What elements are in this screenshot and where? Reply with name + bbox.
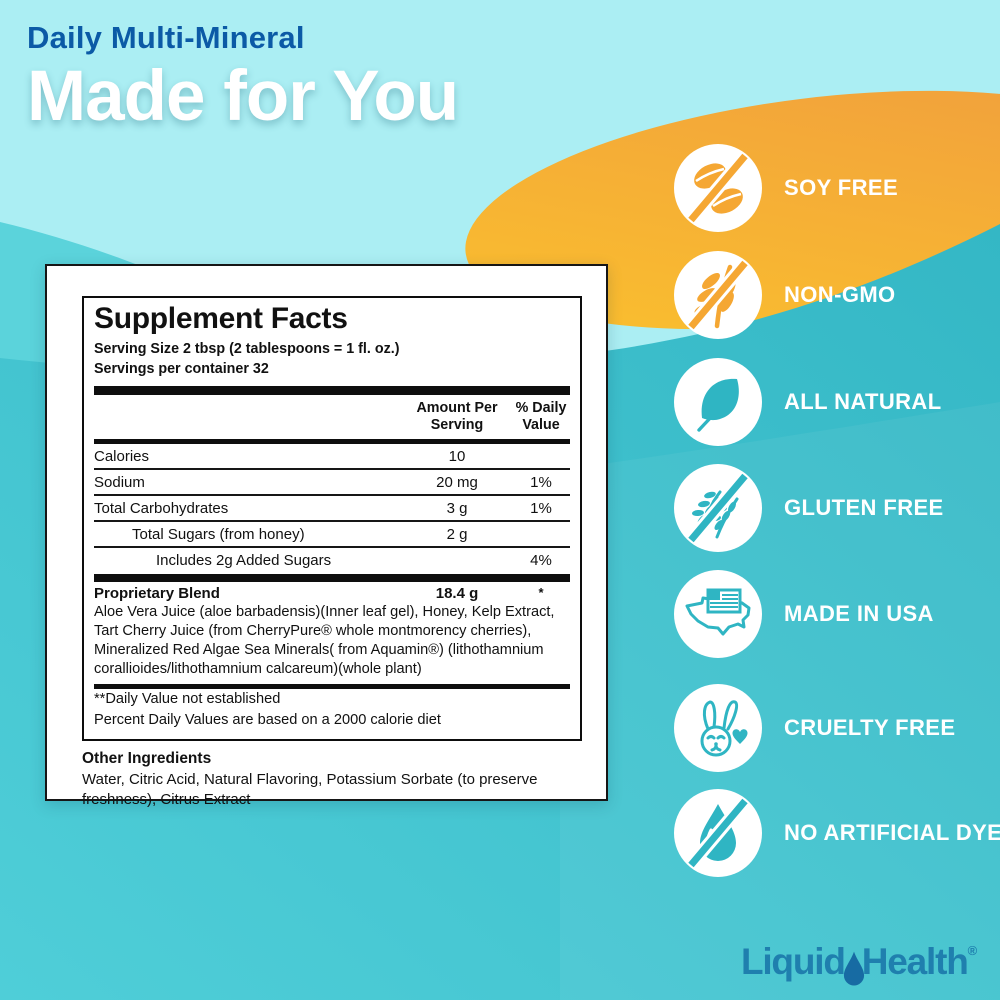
badge-label: ALL NATURAL bbox=[784, 389, 942, 414]
badge-soy-free: SOY FREE bbox=[674, 144, 898, 232]
divider-medium bbox=[94, 439, 570, 445]
nutrient-name: Total Sugars (from honey) bbox=[132, 526, 305, 544]
nutrient-amount: 20 mg bbox=[436, 474, 478, 492]
nutrient-name: Total Carbohydrates bbox=[94, 500, 229, 518]
nutrient-name: Includes 2g Added Sugars bbox=[156, 552, 332, 570]
nutrient-dv: 1% bbox=[530, 474, 552, 492]
nutrient-dv: 4% bbox=[530, 552, 552, 570]
table-row: Total Sugars (from honey) 2 g bbox=[94, 520, 570, 546]
badge-non-gmo: NON-GMO bbox=[674, 251, 896, 339]
teal-wave-highlight bbox=[560, 402, 1000, 1000]
servings-per-container: Servings per container 32 bbox=[94, 360, 269, 377]
soy-free-icon bbox=[674, 144, 762, 232]
usa-map-flag-icon bbox=[674, 570, 762, 658]
liquid-health-logo: Liquid Health ® bbox=[740, 941, 978, 988]
supplement-facts-card: Supplement Facts Serving Size 2 tbsp (2 … bbox=[45, 264, 608, 808]
logo-part1: Liquid bbox=[740, 941, 846, 982]
nutrient-amount: 2 g bbox=[446, 526, 468, 544]
table-row: Sodium 20 mg 1% bbox=[94, 468, 570, 494]
proprietary-blend-row: Proprietary Blend 18.4 g * bbox=[94, 582, 570, 602]
product-line: Daily Multi-Mineral bbox=[27, 20, 305, 55]
non-gmo-icon bbox=[674, 251, 762, 339]
nutrient-amount: 10 bbox=[448, 448, 466, 466]
water-drop-icon bbox=[843, 951, 864, 986]
nutrient-name: Calories bbox=[94, 448, 150, 466]
badge-label: CRUELTY FREE bbox=[784, 715, 956, 740]
badge-label: SOY FREE bbox=[784, 175, 899, 200]
blend-ingredients: Aloe Vera Juice (aloe barbadensis)(Inner… bbox=[94, 604, 555, 678]
serving-size: Serving Size 2 tbsp (2 tablespoons = 1 f… bbox=[94, 340, 400, 357]
registered-mark: ® bbox=[967, 943, 978, 958]
other-ingredients-title: Other Ingredients bbox=[82, 749, 212, 767]
badge-label: NO ARTIFICIAL DYES bbox=[784, 820, 1000, 845]
badge-all-natural: ALL NATURAL bbox=[674, 358, 942, 446]
supplement-facts-panel: Supplement Facts Serving Size 2 tbsp (2 … bbox=[82, 296, 582, 741]
divider-thick bbox=[94, 574, 570, 583]
nutrient-name: Sodium bbox=[94, 474, 145, 492]
badge-label: MADE IN USA bbox=[784, 601, 934, 626]
table-row: Total Carbohydrates 3 g 1% bbox=[94, 494, 570, 520]
badge-label: GLUTEN FREE bbox=[784, 495, 944, 520]
footnote: Percent Daily Values are based on a 2000… bbox=[94, 712, 441, 729]
logo-part2: Health bbox=[861, 941, 969, 982]
nutrient-amount: 3 g bbox=[446, 500, 468, 518]
wheat-slash-icon bbox=[674, 464, 762, 552]
page-title: Made for You bbox=[27, 57, 459, 136]
badge-made-in-usa: MADE IN USA bbox=[674, 570, 934, 658]
blend-name: Proprietary Blend bbox=[94, 585, 220, 603]
header: Daily Multi-Mineral Made for You bbox=[27, 20, 459, 136]
column-amount-per-serving: Amount Per Serving bbox=[416, 400, 498, 434]
badge-cruelty-free: CRUELTY FREE bbox=[674, 684, 955, 772]
nutrient-dv: 1% bbox=[530, 500, 552, 518]
badge-label: NON-GMO bbox=[784, 282, 896, 307]
column-daily-value: % Daily Value bbox=[515, 400, 567, 434]
other-ingredients-text: Water, Citric Acid, Natural Flavoring, P… bbox=[82, 770, 538, 808]
bunny-heart-icon bbox=[674, 684, 762, 772]
table-row: Includes 2g Added Sugars 4% bbox=[94, 546, 570, 572]
table-row: Calories 10 bbox=[94, 444, 570, 468]
badge-gluten-free: GLUTEN FREE bbox=[674, 464, 944, 552]
other-ingredients-section: Other Ingredients Water, Citric Acid, Na… bbox=[82, 750, 582, 811]
divider-thick bbox=[94, 386, 570, 396]
table-header: Amount Per Serving % Daily Value bbox=[94, 395, 570, 439]
blend-dv: * bbox=[538, 585, 544, 601]
droplet-slash-icon bbox=[674, 789, 762, 877]
divider-medium bbox=[94, 684, 570, 690]
badge-no-artificial-dyes: NO ARTIFICIAL DYES bbox=[674, 789, 1000, 877]
supplement-facts-title: Supplement Facts bbox=[94, 302, 348, 335]
footnote: **Daily Value not established bbox=[94, 691, 281, 708]
leaf-icon bbox=[674, 358, 762, 446]
blend-amount: 18.4 g bbox=[435, 585, 479, 603]
